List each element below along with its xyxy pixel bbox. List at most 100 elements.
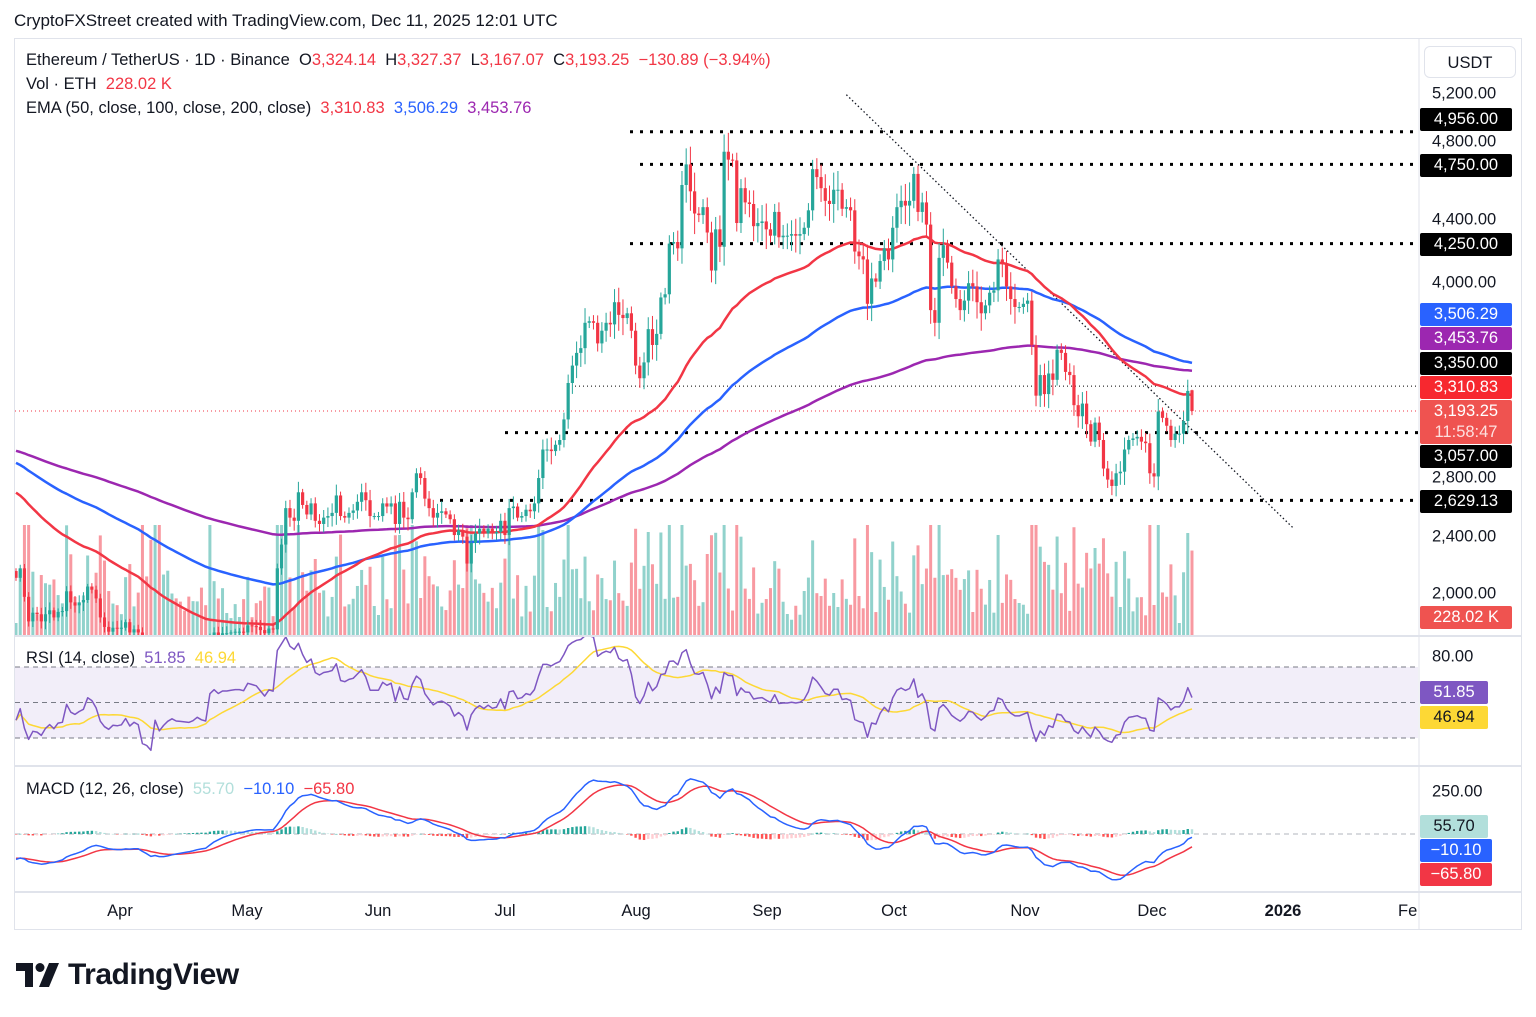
volume-bar (389, 608, 393, 635)
candle (954, 278, 958, 308)
macd-signal-value: −65.80 (303, 780, 355, 798)
candle-body (574, 352, 579, 366)
macd-histogram-bar (124, 833, 127, 835)
macd-histogram-bar (40, 834, 43, 836)
currency-selector[interactable]: USDT (1424, 46, 1516, 78)
volume-bar (1148, 525, 1152, 635)
volume-bar (393, 535, 397, 635)
macd-histogram-bar (655, 834, 658, 839)
candle-body (237, 631, 241, 633)
volume-bar (1021, 604, 1025, 635)
volume-bar (1009, 579, 1013, 635)
ema-label[interactable]: EMA (50, close, 100, close, 200, close) (26, 99, 312, 117)
candle-body (419, 473, 423, 479)
candle (107, 621, 111, 635)
volume-bar (507, 525, 511, 635)
macd-histogram-bar (415, 834, 418, 835)
candle (254, 619, 258, 634)
candle (490, 523, 494, 540)
candle (1034, 335, 1038, 407)
volume-bar (819, 596, 823, 635)
candle (43, 607, 48, 630)
macd-line-value: −10.10 (243, 780, 295, 798)
macd-histogram-bar (158, 834, 161, 836)
volume-bar (608, 600, 612, 635)
time-label: Fe (1398, 902, 1418, 920)
macd-histogram-bar (145, 834, 148, 836)
macd-histogram-bar (701, 831, 705, 834)
volume-bar (199, 587, 203, 635)
candle-body (966, 283, 971, 301)
candle-body (773, 211, 777, 236)
volume-bar (806, 577, 810, 635)
volume-bar (457, 584, 461, 635)
candle (1030, 291, 1034, 355)
candle-body (1038, 375, 1042, 396)
candle (545, 438, 549, 462)
volume-bar (790, 619, 794, 635)
level-badge-3057: 3,057.00 (1420, 445, 1512, 468)
macd-histogram-bar (440, 834, 443, 837)
macd-label[interactable]: MACD (12, 26, close) (26, 780, 184, 798)
macd-histogram-bar (566, 828, 570, 834)
price-tick: 2,400.00 (1432, 527, 1497, 546)
volume-bar (1160, 592, 1164, 635)
macd-histogram-bar (1043, 834, 1046, 839)
candle-body (435, 512, 440, 518)
time-label: Nov (1010, 902, 1040, 920)
macd-histogram-bar (1102, 834, 1105, 837)
candle-body (579, 348, 583, 353)
candle (1042, 363, 1047, 407)
macd-histogram-bar (634, 834, 637, 838)
macd-histogram-bar (263, 832, 266, 834)
macd-histogram-bar (693, 829, 696, 834)
candle-body (945, 245, 950, 263)
candle (798, 217, 802, 255)
macd-histogram-bar (942, 834, 945, 837)
symbol-title[interactable]: Ethereum / TetherUS · 1D · Binance (26, 51, 290, 69)
candle-body (1144, 441, 1148, 444)
volume-bar (570, 569, 574, 635)
volume-label[interactable]: Vol · ETH (26, 75, 97, 93)
volume-bar (423, 556, 427, 635)
volume-bar (322, 590, 326, 635)
candle (1181, 411, 1186, 445)
candle-body (583, 322, 587, 349)
macd-histogram-bar (651, 834, 654, 839)
volume-bar (288, 577, 292, 635)
candle (1110, 471, 1114, 496)
candle-body (48, 610, 52, 615)
candle-body (1181, 421, 1186, 434)
candle (414, 468, 419, 498)
candle-body (107, 626, 111, 632)
macd-histogram-bar (840, 834, 844, 835)
macd-histogram-bar (402, 834, 405, 837)
candle (983, 299, 988, 320)
macd-histogram-bar (849, 834, 852, 836)
volume-bar (1110, 596, 1114, 635)
candle (1173, 426, 1177, 448)
volume-bar (1080, 587, 1084, 635)
rsi-label[interactable]: RSI (14, close) (26, 649, 136, 667)
rsi-badge: 51.85 (1420, 681, 1488, 704)
candle (292, 508, 296, 531)
candle-body (1139, 436, 1144, 442)
volume-bar (946, 574, 950, 635)
candle-body (545, 449, 549, 451)
candle-body (212, 632, 216, 635)
candle-body (726, 151, 730, 160)
candle-body (347, 512, 351, 518)
candle-body (301, 492, 305, 505)
volume-bar (166, 570, 170, 635)
candle (15, 568, 18, 581)
macd-histogram-bar (946, 834, 949, 837)
volume-bar (575, 568, 579, 635)
macd-histogram-bar (1165, 829, 1168, 834)
candle (604, 312, 608, 342)
tradingview-logo[interactable]: TradingView (16, 958, 239, 992)
macd-histogram-bar (246, 831, 250, 834)
chart-frame[interactable] (14, 38, 1522, 930)
candle (1080, 392, 1084, 429)
volume-bar (183, 610, 187, 635)
